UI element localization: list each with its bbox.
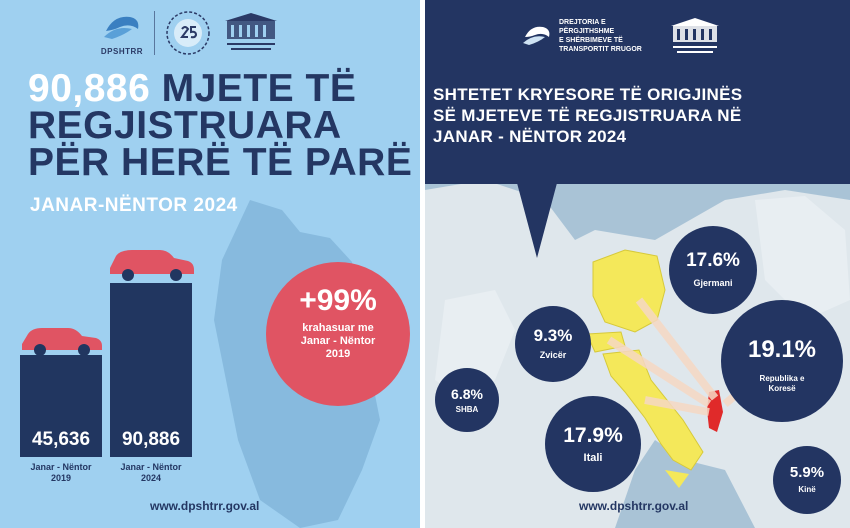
- country-percent: 9.3%: [533, 326, 573, 345]
- dpshtrr-name-line3: TRANSPORTIT RRUGOR: [559, 46, 642, 53]
- bar-value-2024: 90,886: [121, 429, 181, 450]
- title-line3: JANAR - NËNTOR 2024: [433, 127, 627, 146]
- country-name: Itali: [583, 452, 603, 464]
- growth-percent-value: +99%: [299, 284, 377, 317]
- bar-label-2024-year: 2024: [140, 473, 162, 483]
- dpshtrr-emblem-icon: [523, 26, 550, 45]
- country-name: Kinë: [798, 485, 816, 494]
- banner-speech-pointer: [517, 183, 557, 258]
- country-name: Zvicër: [539, 350, 567, 360]
- country-percent: 19.1%: [747, 336, 817, 363]
- dpshtrr-full-name: DREJTORIA E PËRGJITHSHME E SHËRBIMEVE TË…: [559, 18, 659, 54]
- bar-label-2019: Janar - Nëntor 2019: [15, 462, 107, 484]
- car-icon-2019: [22, 328, 102, 356]
- bar-label-2019-year: 2019: [50, 473, 72, 483]
- growth-desc-line2: Janar - Nëntor: [300, 335, 376, 347]
- origin-countries-title: SHTETET KRYESORE TË ORIGJINËS SË MJETEVE…: [433, 84, 843, 147]
- period-subheadline: JANAR-NËNTOR 2024: [30, 195, 238, 216]
- country-bubble-switzerland: 9.3% Zvicër: [515, 306, 591, 382]
- title-line2: SË MJETEVE TË REGJISTRUARA NË: [433, 106, 742, 125]
- country-bubble-usa: 6.8% SHBA: [435, 368, 499, 432]
- ministry-building-logo-icon: [225, 13, 277, 50]
- country-bubble-south-korea: 19.1% Republika e Koresë: [721, 300, 843, 422]
- website-url-right[interactable]: www.dpshtrr.gov.al: [579, 499, 689, 513]
- bar-2019: 45,636: [20, 355, 102, 457]
- country-name: SHBA: [455, 405, 479, 414]
- right-infographic-panel: DREJTORIA E PËRGJITHSHME E SHËRBIMEVE TË…: [425, 0, 850, 528]
- title-banner: [425, 0, 850, 184]
- header-logos-right: DREJTORIA E PËRGJITHSHME E SHËRBIMEVE TË…: [521, 16, 723, 56]
- logo-divider: [154, 11, 155, 55]
- country-percent: 17.6%: [686, 250, 740, 271]
- bar-label-2019-period: Janar - Nëntor: [30, 462, 92, 472]
- headline-number: 90,886: [28, 67, 151, 110]
- header-logos: DPSHTRR: [100, 10, 281, 56]
- country-percent: 5.9%: [789, 464, 825, 481]
- bar-label-2024-period: Janar - Nëntor: [120, 462, 182, 472]
- bar-value-2019: 45,636: [31, 429, 91, 450]
- country-bubble-germany: 17.6% Gjermani: [669, 226, 757, 314]
- ministry-building-logo-icon: [671, 18, 719, 53]
- country-bubble-china: 5.9% Kinë: [773, 446, 841, 514]
- growth-percent-badge: +99% krahasuar me Janar - Nëntor 2019: [266, 262, 410, 406]
- title-line1: SHTETET KRYESORE TË ORIGJINËS: [433, 85, 743, 104]
- headline: 90,886 MJETE TË REGJISTRUARA PËR HERË TË…: [28, 67, 418, 184]
- left-infographic-panel: DPSHTRR 90,886 MJETE TË REGJISTRUARA PËR…: [0, 0, 420, 528]
- country-percent: 6.8%: [451, 386, 483, 402]
- country-percent: 17.9%: [563, 424, 623, 447]
- bar-2024: 90,886: [110, 283, 192, 457]
- car-icon-2024: [110, 250, 194, 281]
- bar-label-2024: Janar - Nëntor 2024: [105, 462, 197, 484]
- dpshtrr-name-line1: DREJTORIA E PËRGJITHSHME: [559, 19, 615, 35]
- country-bubble-italy: 17.9% Itali: [545, 396, 641, 492]
- dpshtrr-emblem-icon: [104, 16, 139, 39]
- dpshtrr-logo-text: DPSHTRR: [100, 46, 144, 56]
- headline-text: MJETE TË REGJISTRUARA PËR HERË TË PARË: [28, 67, 413, 184]
- dpshtrr-logo: DPSHTRR: [100, 11, 144, 56]
- growth-percent-description: krahasuar me Janar - Nëntor 2019: [266, 322, 410, 361]
- growth-desc-line3: 2019: [325, 348, 351, 360]
- growth-desc-line1: krahasuar me: [302, 322, 374, 334]
- country-name: Gjermani: [693, 278, 733, 288]
- country-name: Republika e Koresë: [759, 374, 805, 393]
- website-url-left[interactable]: www.dpshtrr.gov.al: [150, 499, 260, 513]
- dpshtrr-name-line2: E SHËRBIMEVE TË: [559, 37, 623, 44]
- anniversary-25-badge-icon: [166, 11, 210, 55]
